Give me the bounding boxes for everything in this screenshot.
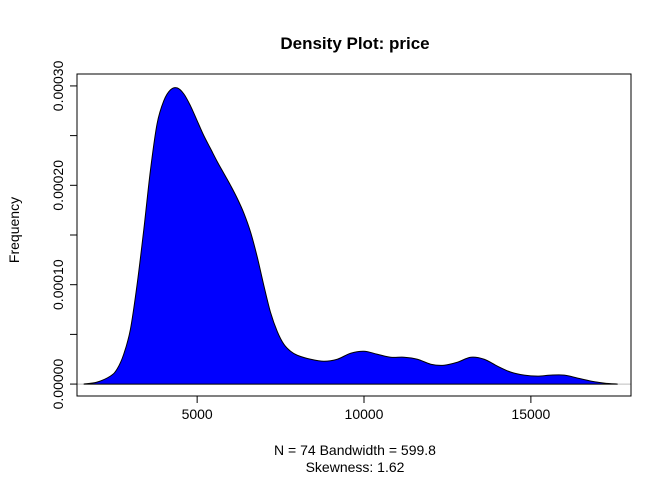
y-tick-label: 0.00000 <box>50 359 66 410</box>
x-axis-label-line-1: N = 74 Bandwidth = 599.8 <box>274 442 436 458</box>
y-tick-label: 0.00020 <box>50 160 66 211</box>
x-tick-label: 10000 <box>345 406 384 422</box>
chart-title: Density Plot: price <box>280 34 429 53</box>
x-tick-label: 5000 <box>182 406 213 422</box>
y-tick-label: 0.00010 <box>50 259 66 310</box>
y-axis-label: Frequency <box>6 197 22 263</box>
plot-area <box>77 87 631 385</box>
x-tick-label: 15000 <box>511 406 550 422</box>
plot-frame <box>76 73 632 397</box>
x-axis-label-line-2: Skewness: 1.62 <box>306 459 405 475</box>
x-axis: 5000 10000 15000 <box>182 395 551 422</box>
density-area <box>83 87 618 385</box>
y-tick-label: 0.00030 <box>50 60 66 111</box>
y-axis: 0.00000 0.00010 0.00020 0.00030 <box>50 60 78 410</box>
